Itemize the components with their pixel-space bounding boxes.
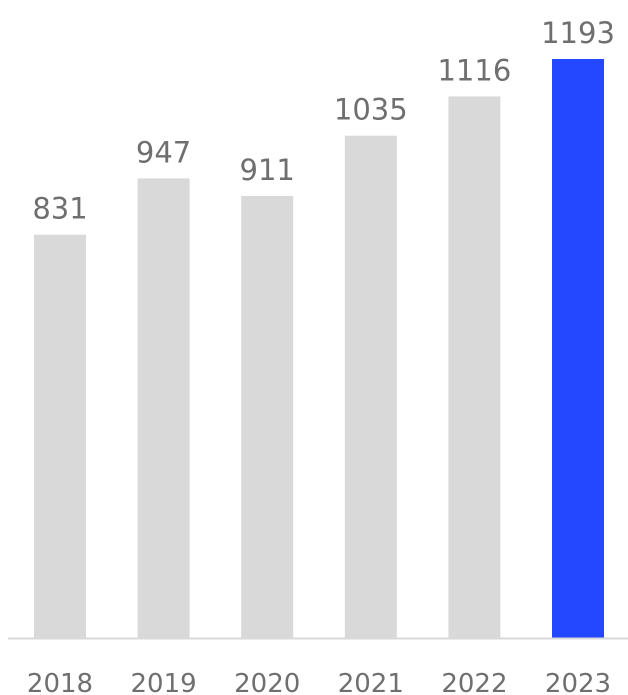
value-label-2019: 947 bbox=[136, 135, 191, 169]
value-labels-group: 831 947 911 1035 1116 1193 bbox=[32, 16, 615, 226]
x-tick-label-2020: 2020 bbox=[234, 669, 300, 695]
bar-2021 bbox=[344, 135, 397, 638]
x-tick-label-2018: 2018 bbox=[27, 669, 93, 695]
value-label-2022: 1116 bbox=[437, 53, 511, 87]
x-tick-label-2019: 2019 bbox=[131, 669, 197, 695]
value-label-2018: 831 bbox=[32, 192, 87, 226]
bar-2022 bbox=[448, 96, 501, 638]
bar-2020 bbox=[241, 195, 294, 638]
value-label-2020: 911 bbox=[240, 153, 295, 187]
value-label-2021: 1035 bbox=[334, 93, 408, 127]
x-tick-labels-group: 2018 2019 2020 2021 2022 2023 bbox=[27, 669, 611, 695]
bars-group bbox=[34, 59, 604, 638]
bar-2018 bbox=[34, 234, 86, 638]
x-tick-label-2021: 2021 bbox=[338, 669, 404, 695]
value-label-2023: 1193 bbox=[541, 16, 615, 50]
bar-2023 bbox=[552, 59, 604, 638]
x-tick-label-2023: 2023 bbox=[545, 669, 611, 695]
bar-2019 bbox=[137, 178, 190, 638]
x-tick-label-2022: 2022 bbox=[441, 669, 507, 695]
